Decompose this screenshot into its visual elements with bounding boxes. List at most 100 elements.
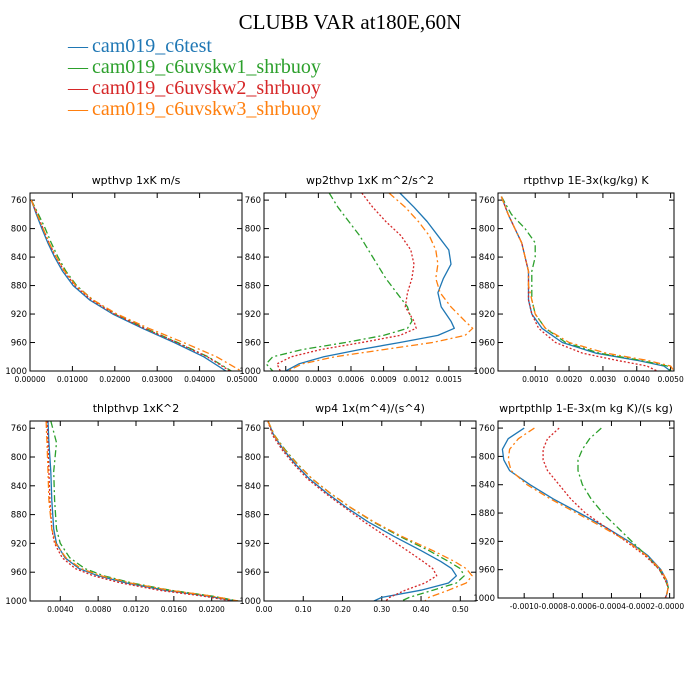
y-tick-label: 840 (245, 253, 261, 263)
series-line (267, 421, 465, 601)
y-tick-label: 1000 (239, 597, 261, 607)
x-tick-label: 0.02000 (99, 375, 130, 384)
plot-frame (263, 192, 477, 372)
series-group (267, 421, 473, 601)
y-tick-label: 1000 (239, 367, 261, 377)
panel-title: wprtpthlp 1-E-3x(m kg K)/(s kg) (499, 402, 673, 415)
x-tick-label: 0.0200 (199, 605, 225, 614)
series-line (500, 196, 674, 371)
y-tick-label: 760 (479, 196, 495, 206)
x-tick-label: 0.00 (256, 605, 273, 614)
y-tick-label: 920 (11, 310, 27, 320)
x-tick-label: 0.00000 (14, 375, 45, 384)
y-tick-label: 800 (479, 452, 495, 462)
x-tick-label: 0.0012 (403, 375, 429, 384)
x-tick-label: 0.0050 (657, 375, 683, 384)
series-line (30, 199, 232, 371)
y-tick-label: 920 (245, 310, 261, 320)
x-tick-label: 0.0120 (123, 605, 149, 614)
y-tick-label: 960 (11, 339, 27, 349)
x-tick-label: 0.50 (452, 605, 469, 614)
x-tick-label: 0.0015 (436, 375, 462, 384)
y-tick-label: 840 (11, 482, 27, 492)
y-tick-label: 800 (11, 225, 27, 235)
y-tick-label: 760 (479, 424, 495, 434)
y-tick-label: 880 (245, 282, 261, 292)
x-tick-label: 0.0006 (338, 375, 364, 384)
chart-panel: rtpthvp 1E-3x(kg/kg) K 760 800 840 880 920 960… (473, 174, 684, 384)
legend-swatch: — (68, 98, 88, 120)
series-line (507, 427, 669, 598)
legend-entry: — cam019_c6uvskw2_shrbuoy (68, 78, 321, 99)
legend-entry: — cam019_c6test (68, 36, 321, 57)
legend-entry: — cam019_c6uvskw1_shrbuoy (68, 57, 321, 78)
y-tick-label: 800 (479, 225, 495, 235)
series-line (500, 196, 658, 371)
plot-frame (29, 192, 243, 372)
chart-panel: wp4 1x(m^4)/(s^4)76080084088092096010000… (239, 402, 477, 614)
y-tick-label: 800 (11, 453, 27, 463)
series-line (500, 196, 672, 371)
y-tick-label: 920 (479, 537, 495, 547)
series-line (30, 199, 227, 371)
legend-label: cam019_c6uvskw1_shrbuoy (92, 56, 321, 78)
legend-entry: — cam019_c6uvskw3_shrbuoy (68, 99, 321, 120)
x-tick-label: -0.0002 (626, 602, 655, 611)
plot-frame (497, 192, 675, 372)
x-tick-label: 0.0040 (624, 375, 650, 384)
x-tick-label: 0.10 (295, 605, 312, 614)
x-tick-label: -0.0010 (510, 602, 539, 611)
series-line (46, 421, 233, 601)
y-tick-label: 880 (479, 282, 495, 292)
panel-title: thlpthvp 1xK^2 (93, 402, 180, 415)
series-line (501, 427, 669, 598)
series-line (45, 421, 239, 601)
y-tick-label: 880 (245, 511, 261, 521)
series-line (542, 427, 669, 598)
y-tick-label: 1000 (473, 367, 495, 377)
y-tick-label: 960 (479, 339, 495, 349)
legend-label: cam019_c6uvskw2_shrbuoy (92, 77, 321, 99)
y-tick-label: 760 (11, 196, 27, 206)
x-tick-label: -0.0004 (597, 602, 626, 611)
series-line (285, 193, 455, 371)
series-group (265, 193, 474, 371)
x-tick-label: -0.0008 (539, 602, 568, 611)
x-tick-label: 0.05000 (226, 375, 257, 384)
panel-title: rtpthvp 1E-3x(kg/kg) K (523, 174, 649, 187)
y-tick-label: 840 (245, 482, 261, 492)
legend-swatch: — (68, 35, 88, 57)
y-tick-label: 840 (479, 481, 495, 491)
y-tick-label: 760 (245, 196, 261, 206)
plot-frame (263, 420, 477, 602)
plot-frame (29, 420, 243, 602)
y-tick-label: 920 (245, 539, 261, 549)
plot-frame (497, 420, 675, 599)
x-tick-label: 0.01000 (57, 375, 88, 384)
y-tick-label: 960 (245, 339, 261, 349)
series-line (265, 193, 413, 371)
series-line (50, 421, 239, 601)
series-line (30, 199, 231, 371)
y-tick-label: 920 (11, 539, 27, 549)
x-tick-label: 0.20 (334, 605, 351, 614)
chart-panel: thlpthvp 1xK^2 760 800 840 880 920 960 1000 0.00… (5, 402, 243, 614)
legend-label: cam019_c6test (92, 35, 212, 57)
x-tick-label: -0.0006 (568, 602, 597, 611)
series-line (267, 421, 438, 601)
y-tick-label: 760 (245, 424, 261, 434)
series-group (30, 199, 242, 371)
x-tick-label: 0.0010 (522, 375, 548, 384)
y-tick-label: 960 (11, 568, 27, 578)
panel-title: wpthvp 1xK m/s (92, 174, 181, 187)
x-tick-label: 0.0080 (85, 605, 111, 614)
y-tick-label: 880 (11, 511, 27, 521)
series-line (30, 199, 242, 371)
series-group (45, 421, 239, 601)
legend-label: cam019_c6uvskw3_shrbuoy (92, 98, 321, 120)
x-tick-label: 0.0030 (590, 375, 616, 384)
series-line (287, 193, 474, 371)
x-tick-label: 0.0040 (47, 605, 73, 614)
x-tick-label: 0.03000 (142, 375, 173, 384)
x-tick-label: 0.0020 (556, 375, 582, 384)
